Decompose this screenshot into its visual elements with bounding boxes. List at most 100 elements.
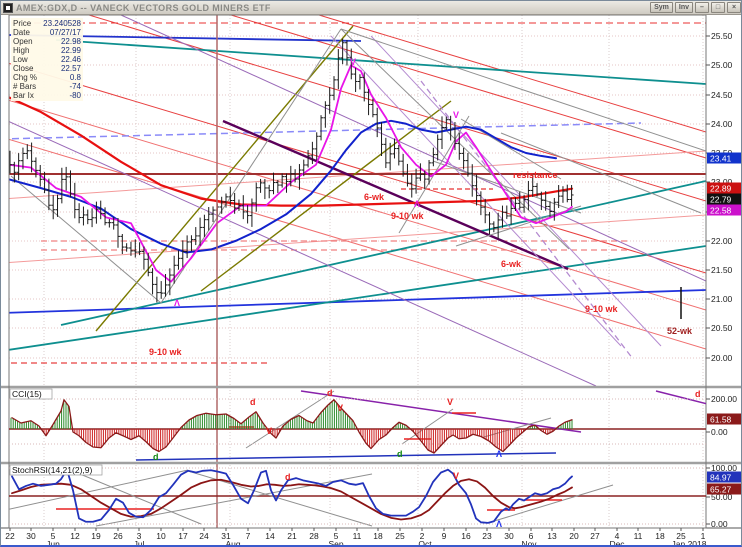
svg-text:22.79: 22.79 bbox=[710, 195, 732, 205]
svg-text:28: 28 bbox=[309, 531, 319, 541]
svg-text:d: d bbox=[250, 397, 256, 407]
svg-text:11: 11 bbox=[634, 531, 643, 541]
svg-text:Jul: Jul bbox=[134, 539, 145, 547]
price-info-box: Price 23.240528 Date 07/27/17 Open 22.98 High 2… bbox=[11, 18, 83, 101]
svg-text:3: 3 bbox=[137, 531, 142, 541]
svg-text:21: 21 bbox=[287, 531, 297, 541]
window-title: AMEX:GDX,D -- VANECK VECTORS GOLD MINERS… bbox=[16, 2, 271, 13]
svg-text:21.00: 21.00 bbox=[711, 294, 733, 304]
svg-text:16: 16 bbox=[461, 531, 471, 541]
svg-text:d: d bbox=[153, 452, 159, 462]
svg-text:Sep: Sep bbox=[328, 539, 343, 547]
svg-text:6: 6 bbox=[529, 531, 534, 541]
svg-text:10: 10 bbox=[156, 531, 166, 541]
minimize-button[interactable]: – bbox=[695, 2, 709, 13]
svg-text:9-10 wk: 9-10 wk bbox=[391, 211, 425, 221]
svg-text:200.00: 200.00 bbox=[711, 394, 737, 404]
app-icon bbox=[3, 2, 13, 13]
date-axis: 22 30 5 12 19 26 3 10 17 24 31 7 14 21 28 5 11 18 25 2 9 16 23… bbox=[5, 528, 707, 547]
svg-text:19: 19 bbox=[91, 531, 101, 541]
svg-text:17: 17 bbox=[178, 531, 188, 541]
svg-text:0.00: 0.00 bbox=[711, 427, 728, 437]
svg-text:31: 31 bbox=[221, 531, 231, 541]
svg-text:14: 14 bbox=[265, 531, 275, 541]
svg-text:Jun: Jun bbox=[46, 539, 60, 547]
svg-text:V: V bbox=[266, 426, 272, 436]
title-bar: AMEX:GDX,D -- VANECK VECTORS GOLD MINERS… bbox=[1, 1, 741, 15]
svg-text:0.00: 0.00 bbox=[711, 519, 728, 529]
svg-text:100.00: 100.00 bbox=[711, 463, 737, 473]
svg-text:18: 18 bbox=[373, 531, 383, 541]
info-row: Close 22.57 bbox=[13, 64, 81, 73]
ohlc-bars bbox=[9, 38, 574, 303]
svg-text:24.00: 24.00 bbox=[711, 119, 733, 129]
svg-text:Aug: Aug bbox=[225, 539, 240, 547]
svg-text:22: 22 bbox=[5, 531, 15, 541]
close-button[interactable]: × bbox=[727, 2, 741, 13]
svg-text:V: V bbox=[453, 471, 459, 481]
svg-text:5: 5 bbox=[51, 531, 56, 541]
svg-text:d: d bbox=[285, 472, 291, 482]
info-row: Bar Ix -80 bbox=[13, 91, 81, 100]
svg-text:52-wk: 52-wk bbox=[667, 326, 693, 336]
svg-text:50.00: 50.00 bbox=[711, 492, 733, 502]
svg-text:Jan 2018: Jan 2018 bbox=[672, 539, 707, 547]
stochrsi-label: StochRSI(14,21(2),9) bbox=[12, 465, 92, 475]
svg-text:12: 12 bbox=[70, 531, 80, 541]
svg-text:18: 18 bbox=[655, 531, 665, 541]
svg-text:Λ: Λ bbox=[496, 449, 502, 459]
svg-text:d: d bbox=[695, 389, 701, 399]
svg-text:V: V bbox=[453, 110, 459, 120]
main-price-panel bbox=[9, 15, 706, 387]
svg-text:Oct: Oct bbox=[418, 539, 432, 547]
svg-text:9-10 wk: 9-10 wk bbox=[585, 304, 619, 314]
svg-text:27: 27 bbox=[590, 531, 600, 541]
svg-text:d: d bbox=[327, 388, 333, 398]
svg-text:5: 5 bbox=[334, 531, 339, 541]
price-axis-labels: 25.5025.0024.5024.0023.5023.0022.5022.00… bbox=[706, 31, 741, 529]
gridlines bbox=[9, 15, 706, 528]
svg-text:20.50: 20.50 bbox=[711, 323, 733, 333]
svg-text:20.00: 20.00 bbox=[711, 353, 733, 363]
svg-text:V: V bbox=[337, 403, 343, 413]
svg-text:65.27: 65.27 bbox=[710, 485, 732, 495]
svg-text:30: 30 bbox=[504, 531, 514, 541]
svg-text:13: 13 bbox=[547, 531, 557, 541]
svg-text:24: 24 bbox=[199, 531, 209, 541]
svg-text:9-10 wk: 9-10 wk bbox=[149, 347, 183, 357]
svg-text:6-wk: 6-wk bbox=[501, 259, 522, 269]
svg-text:61.58: 61.58 bbox=[710, 415, 732, 425]
svg-text:23: 23 bbox=[482, 531, 492, 541]
svg-text:84.97: 84.97 bbox=[710, 473, 732, 483]
svg-text:24.50: 24.50 bbox=[711, 90, 733, 100]
svg-text:22.00: 22.00 bbox=[711, 236, 733, 246]
svg-text:30: 30 bbox=[26, 531, 36, 541]
svg-text:9: 9 bbox=[442, 531, 447, 541]
svg-text:resistance: resistance bbox=[513, 170, 558, 180]
svg-text:23.00: 23.00 bbox=[711, 177, 733, 187]
maximize-button[interactable]: □ bbox=[711, 2, 725, 13]
svg-text:7: 7 bbox=[246, 531, 251, 541]
svg-text:22.89: 22.89 bbox=[710, 184, 732, 194]
svg-text:d: d bbox=[397, 449, 403, 459]
info-row: Date 07/27/17 bbox=[13, 28, 81, 37]
svg-text:23.41: 23.41 bbox=[710, 154, 732, 164]
inv-button[interactable]: Inv bbox=[674, 2, 693, 13]
svg-text:1: 1 bbox=[701, 531, 706, 541]
sym-button[interactable]: Sym bbox=[650, 2, 673, 13]
svg-text:25: 25 bbox=[395, 531, 405, 541]
svg-text:26: 26 bbox=[113, 531, 123, 541]
svg-text:Λ: Λ bbox=[174, 298, 180, 308]
info-row: High 22.99 bbox=[13, 46, 81, 55]
info-row: Chg % 0.8 bbox=[13, 73, 81, 82]
svg-text:25.00: 25.00 bbox=[711, 60, 733, 70]
svg-text:6-wk: 6-wk bbox=[364, 192, 385, 202]
svg-text:Nov: Nov bbox=[521, 539, 537, 547]
cci-label: CCI(15) bbox=[12, 389, 42, 399]
info-row: Open 22.98 bbox=[13, 37, 81, 46]
svg-text:Dec: Dec bbox=[609, 539, 625, 547]
